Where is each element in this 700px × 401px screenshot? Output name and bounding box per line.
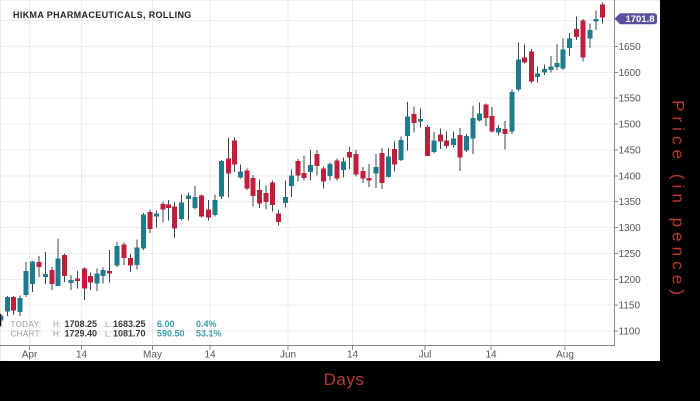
svg-text:1081.70: 1081.70 (113, 329, 146, 339)
svg-text:1100: 1100 (619, 327, 641, 338)
svg-text:14: 14 (485, 350, 497, 361)
svg-text:0.4%: 0.4% (196, 319, 217, 329)
svg-text:53.1%: 53.1% (196, 329, 222, 339)
svg-text:1600: 1600 (619, 68, 642, 79)
svg-text:Apr: Apr (22, 350, 38, 361)
svg-text:1450: 1450 (619, 146, 642, 157)
svg-text:1500: 1500 (619, 120, 642, 131)
svg-text:14: 14 (204, 350, 216, 361)
svg-text:1729.40: 1729.40 (65, 329, 98, 339)
svg-text:TODAY:: TODAY: (11, 320, 42, 329)
svg-text:H:: H: (53, 330, 61, 339)
svg-text:1200: 1200 (619, 275, 642, 286)
svg-text:14: 14 (347, 350, 359, 361)
svg-text:Jul: Jul (419, 350, 432, 361)
svg-text:May: May (143, 350, 162, 361)
svg-text:1250: 1250 (619, 249, 642, 260)
svg-text:6.00: 6.00 (157, 319, 175, 329)
svg-text:1550: 1550 (619, 94, 642, 105)
svg-text:1150: 1150 (619, 301, 641, 312)
svg-text:1683.25: 1683.25 (113, 319, 146, 329)
svg-text:H:: H: (53, 320, 61, 329)
svg-text:Jun: Jun (280, 350, 296, 361)
svg-text:CHART:: CHART: (11, 330, 42, 339)
svg-text:1650: 1650 (619, 42, 642, 53)
svg-text:1708.25: 1708.25 (65, 319, 98, 329)
svg-text:L:: L: (105, 330, 112, 339)
svg-text:Days: Days (324, 370, 365, 389)
svg-text:1400: 1400 (619, 171, 642, 182)
svg-text:Aug: Aug (556, 350, 574, 361)
svg-text:1300: 1300 (619, 223, 642, 234)
svg-text:14: 14 (76, 350, 88, 361)
svg-text:Price (in pence): Price (in pence) (669, 100, 688, 300)
svg-text:1350: 1350 (619, 197, 642, 208)
svg-text:L:: L: (105, 320, 112, 329)
svg-text:1701.8: 1701.8 (625, 14, 654, 25)
svg-text:590.50: 590.50 (157, 329, 185, 339)
svg-text:HIKMA PHARMACEUTICALS, ROLLING: HIKMA PHARMACEUTICALS, ROLLING (13, 10, 192, 20)
